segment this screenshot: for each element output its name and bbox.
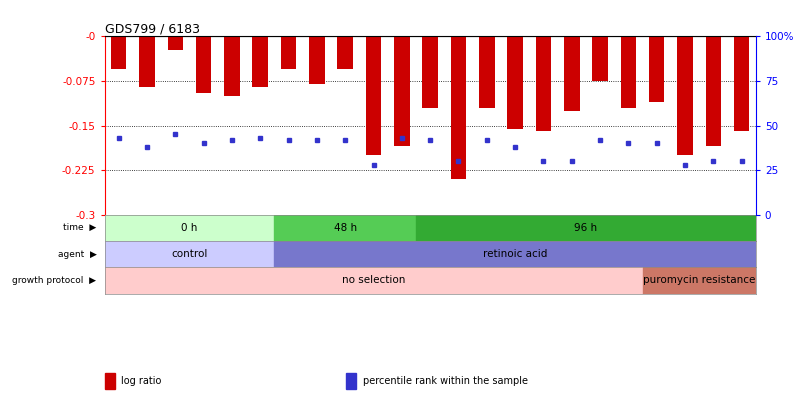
- Bar: [422, 36, 438, 108]
- Text: control: control: [171, 249, 207, 259]
- Text: retinoic acid: retinoic acid: [483, 249, 547, 259]
- Text: no selection: no selection: [341, 275, 405, 286]
- Bar: [415, 215, 755, 241]
- Text: percentile rank within the sample: percentile rank within the sample: [362, 376, 527, 386]
- Bar: [642, 267, 755, 294]
- Bar: [704, 36, 720, 146]
- Bar: [535, 36, 551, 132]
- Text: 0 h: 0 h: [181, 223, 198, 233]
- Bar: [308, 36, 324, 84]
- Bar: [563, 36, 579, 111]
- Text: 96 h: 96 h: [573, 223, 597, 233]
- Bar: [252, 36, 267, 87]
- Bar: [393, 36, 409, 146]
- Text: 48 h: 48 h: [333, 223, 357, 233]
- Bar: [365, 36, 381, 155]
- Bar: [196, 36, 211, 93]
- Bar: [592, 36, 607, 81]
- Text: puromycin resistance: puromycin resistance: [642, 275, 754, 286]
- Bar: [337, 36, 353, 69]
- Text: log ratio: log ratio: [121, 376, 161, 386]
- Bar: [733, 36, 748, 132]
- Bar: [620, 36, 635, 108]
- Bar: [450, 36, 466, 179]
- Bar: [104, 241, 274, 267]
- Bar: [274, 215, 415, 241]
- Bar: [139, 36, 155, 87]
- Bar: [648, 36, 663, 102]
- Bar: [507, 36, 522, 128]
- Bar: [111, 36, 126, 69]
- Text: growth protocol  ▶: growth protocol ▶: [13, 276, 96, 285]
- Text: time  ▶: time ▶: [63, 223, 96, 232]
- Bar: [479, 36, 494, 108]
- Bar: [167, 36, 183, 49]
- Bar: [274, 241, 755, 267]
- Text: agent  ▶: agent ▶: [58, 249, 96, 259]
- Bar: [104, 267, 642, 294]
- Bar: [280, 36, 296, 69]
- Bar: [104, 215, 274, 241]
- Text: GDS799 / 6183: GDS799 / 6183: [104, 22, 199, 35]
- Bar: [676, 36, 692, 155]
- Bar: [224, 36, 239, 96]
